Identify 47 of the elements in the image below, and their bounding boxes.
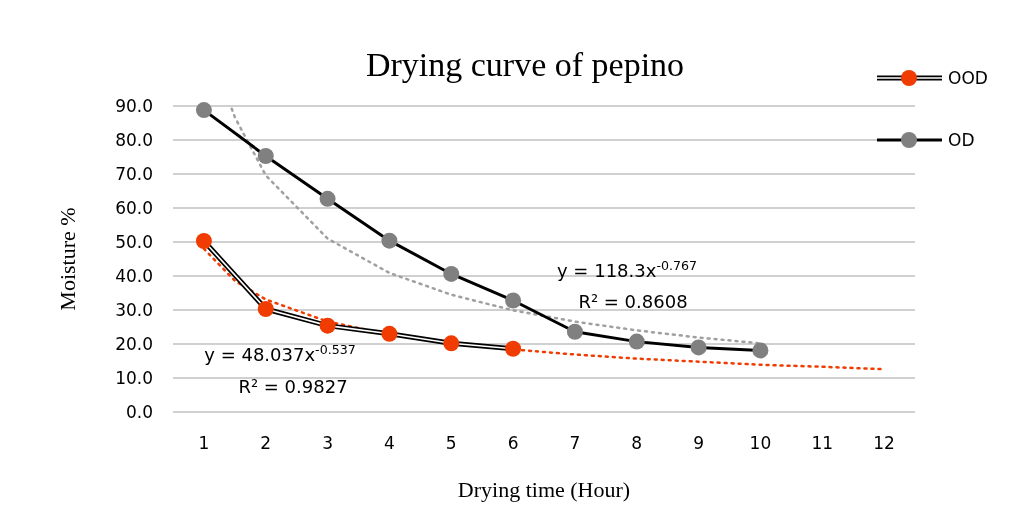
y-tick-label: 70.0 xyxy=(115,163,153,184)
y-tick-label: 90.0 xyxy=(115,95,153,116)
x-tick-label: 1 xyxy=(198,433,210,453)
point xyxy=(505,340,522,357)
y-tick-label: 40.0 xyxy=(115,265,153,286)
x-tick-label: 3 xyxy=(322,433,333,453)
x-tick-label: 8 xyxy=(631,433,643,453)
x-tick-label: 6 xyxy=(507,433,519,453)
point xyxy=(752,342,769,359)
annotation: R² = 0.9827 xyxy=(238,376,348,398)
y-tick-label: 0.0 xyxy=(125,401,153,422)
point xyxy=(628,333,645,350)
legend-label: OD xyxy=(948,129,975,150)
y-tick-label: 30.0 xyxy=(115,299,153,320)
y-tick-label: 50.0 xyxy=(115,231,153,252)
x-tick-label: 5 xyxy=(445,433,457,453)
x-tick-label: 4 xyxy=(384,433,395,453)
point xyxy=(566,323,583,340)
x-tick-label: 7 xyxy=(569,433,581,453)
legend-label: OOD xyxy=(948,67,988,88)
point xyxy=(443,335,460,352)
x-axis-title: Drying time (Hour) xyxy=(457,477,631,502)
point xyxy=(319,317,336,334)
point xyxy=(690,339,707,356)
point xyxy=(381,232,398,249)
x-tick-label: 10 xyxy=(749,433,772,453)
point xyxy=(195,102,212,119)
y-tick-label: 60.0 xyxy=(115,197,153,218)
point xyxy=(257,300,274,317)
annotation: y = 118.3x$^{-0.767}$ xyxy=(557,257,697,282)
point xyxy=(319,190,336,207)
point xyxy=(443,265,460,282)
x-tick-label: 9 xyxy=(693,433,704,453)
annotation: R² = 0.8608 xyxy=(578,291,688,313)
point xyxy=(257,147,274,164)
annotation: y = 48.037x$^{-0.537}$ xyxy=(204,341,356,366)
x-tick-label: 2 xyxy=(260,433,272,453)
point xyxy=(505,292,522,309)
x-tick-label: 12 xyxy=(873,433,895,453)
chart-title: Drying curve of pepino xyxy=(365,46,685,83)
y-tick-label: 10.0 xyxy=(115,367,153,388)
x-tick-label: 11 xyxy=(811,433,834,453)
point xyxy=(195,232,212,249)
point xyxy=(381,325,398,342)
y-tick-label: 20.0 xyxy=(115,333,153,354)
y-tick-label: 80.0 xyxy=(115,129,153,150)
y-axis-title: Moisture % xyxy=(55,207,80,311)
